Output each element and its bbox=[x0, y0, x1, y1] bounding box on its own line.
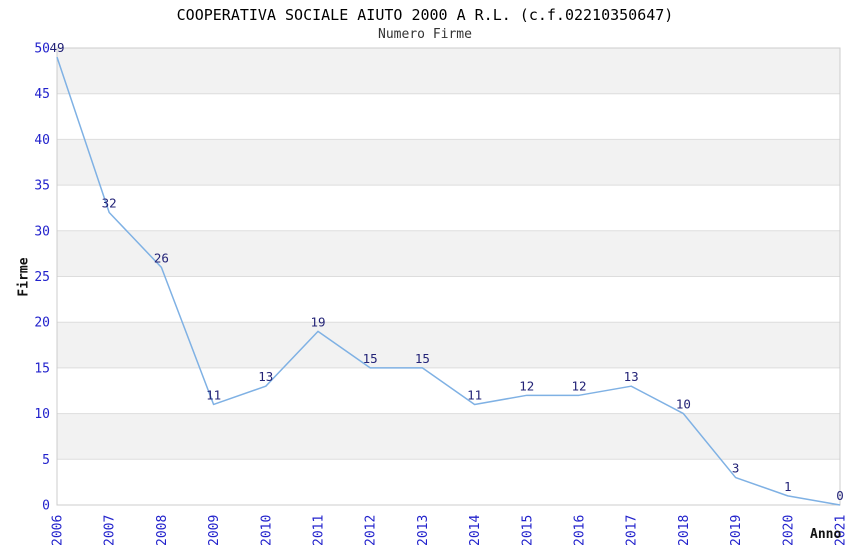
data-point-label: 15 bbox=[415, 351, 430, 366]
data-point-label: 32 bbox=[102, 196, 117, 211]
data-point-label: 49 bbox=[49, 40, 64, 55]
data-point-label: 0 bbox=[836, 488, 844, 503]
y-axis-title: Firme bbox=[16, 257, 32, 297]
data-point-label: 12 bbox=[571, 378, 586, 393]
x-tick-label: 2019 bbox=[729, 515, 744, 546]
x-tick-label: 2018 bbox=[677, 515, 692, 546]
plot-border bbox=[56, 47, 841, 506]
y-tick-label: 0 bbox=[42, 499, 50, 514]
data-point-label: 19 bbox=[310, 314, 325, 329]
data-point-label: 15 bbox=[363, 351, 378, 366]
x-axis-title: Anno bbox=[810, 527, 842, 542]
x-tick-label: 2010 bbox=[259, 515, 274, 546]
y-tick-label: 35 bbox=[34, 179, 50, 194]
y-tick-label: 15 bbox=[34, 361, 50, 376]
y-tick-label: 20 bbox=[34, 316, 50, 331]
x-tick-label: 2012 bbox=[364, 515, 379, 546]
x-tick-label: 2016 bbox=[573, 515, 588, 546]
y-tick-label: 45 bbox=[34, 87, 50, 102]
chart-title: COOPERATIVA SOCIALE AIUTO 2000 A R.L. (c… bbox=[176, 6, 674, 24]
data-point-label: 26 bbox=[154, 250, 169, 265]
x-tick-label: 2008 bbox=[155, 515, 170, 546]
x-tick-label: 2021 bbox=[834, 515, 849, 546]
data-point-label: 13 bbox=[624, 369, 639, 384]
y-tick-label: 5 bbox=[42, 453, 50, 468]
x-tick-label: 2013 bbox=[416, 515, 431, 546]
x-tick-label: 2006 bbox=[51, 515, 66, 546]
plot-band bbox=[57, 413, 840, 460]
data-point-label: 13 bbox=[258, 369, 273, 384]
y-tick-label: 40 bbox=[34, 133, 50, 148]
data-point-label: 11 bbox=[206, 387, 221, 402]
plot-band bbox=[57, 230, 840, 277]
data-point-label: 12 bbox=[519, 378, 534, 393]
plot-band bbox=[57, 48, 840, 94]
data-point-label: 3 bbox=[732, 461, 740, 476]
x-tick-label: 2017 bbox=[625, 515, 640, 546]
x-tick-label: 2007 bbox=[103, 515, 118, 546]
y-tick-label: 25 bbox=[34, 270, 50, 285]
y-tick-label: 30 bbox=[34, 224, 50, 239]
x-tick-label: 2009 bbox=[207, 515, 222, 546]
chart-subtitle: Numero Firme bbox=[378, 27, 472, 42]
x-tick-label: 2014 bbox=[468, 515, 483, 546]
x-tick-label: 2020 bbox=[781, 515, 796, 546]
x-tick-label: 2011 bbox=[312, 515, 327, 546]
data-point-label: 1 bbox=[784, 479, 792, 494]
y-tick-label: 50 bbox=[34, 42, 50, 57]
plot-band bbox=[57, 139, 840, 186]
data-point-label: 10 bbox=[676, 397, 691, 412]
plot-band bbox=[57, 322, 840, 368]
y-tick-label: 10 bbox=[34, 407, 50, 422]
data-point-label: 11 bbox=[467, 387, 482, 402]
line-series bbox=[56, 56, 841, 506]
x-tick-label: 2015 bbox=[520, 515, 535, 546]
